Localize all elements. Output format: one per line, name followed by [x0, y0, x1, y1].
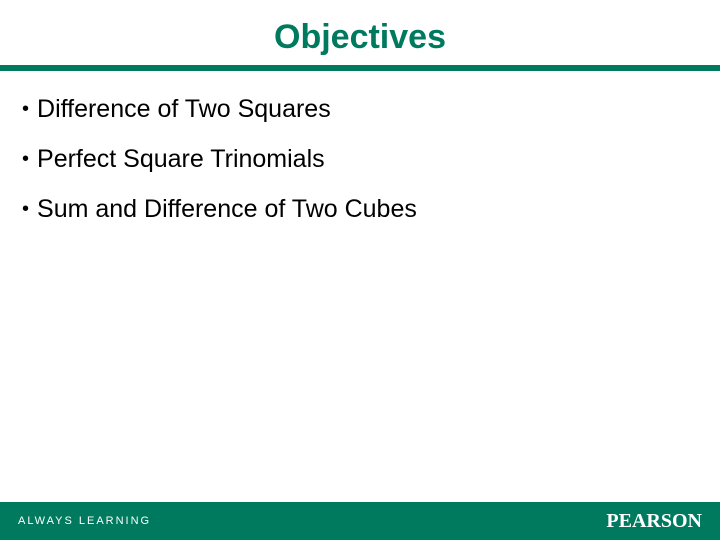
- bullet-text: Difference of Two Squares: [37, 95, 331, 123]
- bullet-text: Perfect Square Trinomials: [37, 145, 325, 173]
- bullet-item: • Perfect Square Trinomials: [22, 145, 698, 173]
- slide-title: Objectives: [0, 18, 720, 57]
- bullet-dot-icon: •: [22, 195, 29, 223]
- bullet-item: • Difference of Two Squares: [22, 95, 698, 123]
- bullet-dot-icon: •: [22, 95, 29, 123]
- bullet-item: • Sum and Difference of Two Cubes: [22, 195, 698, 223]
- footer-bar: ALWAYS LEARNING PEARSON: [0, 502, 720, 540]
- slide: Objectives • Difference of Two Squares •…: [0, 0, 720, 540]
- title-area: Objectives: [0, 0, 720, 71]
- footer-tagline: ALWAYS LEARNING: [18, 515, 151, 527]
- bullet-text: Sum and Difference of Two Cubes: [37, 195, 417, 223]
- footer-brand: PEARSON: [606, 510, 702, 533]
- content-area: • Difference of Two Squares • Perfect Sq…: [0, 71, 720, 502]
- bullet-dot-icon: •: [22, 145, 29, 173]
